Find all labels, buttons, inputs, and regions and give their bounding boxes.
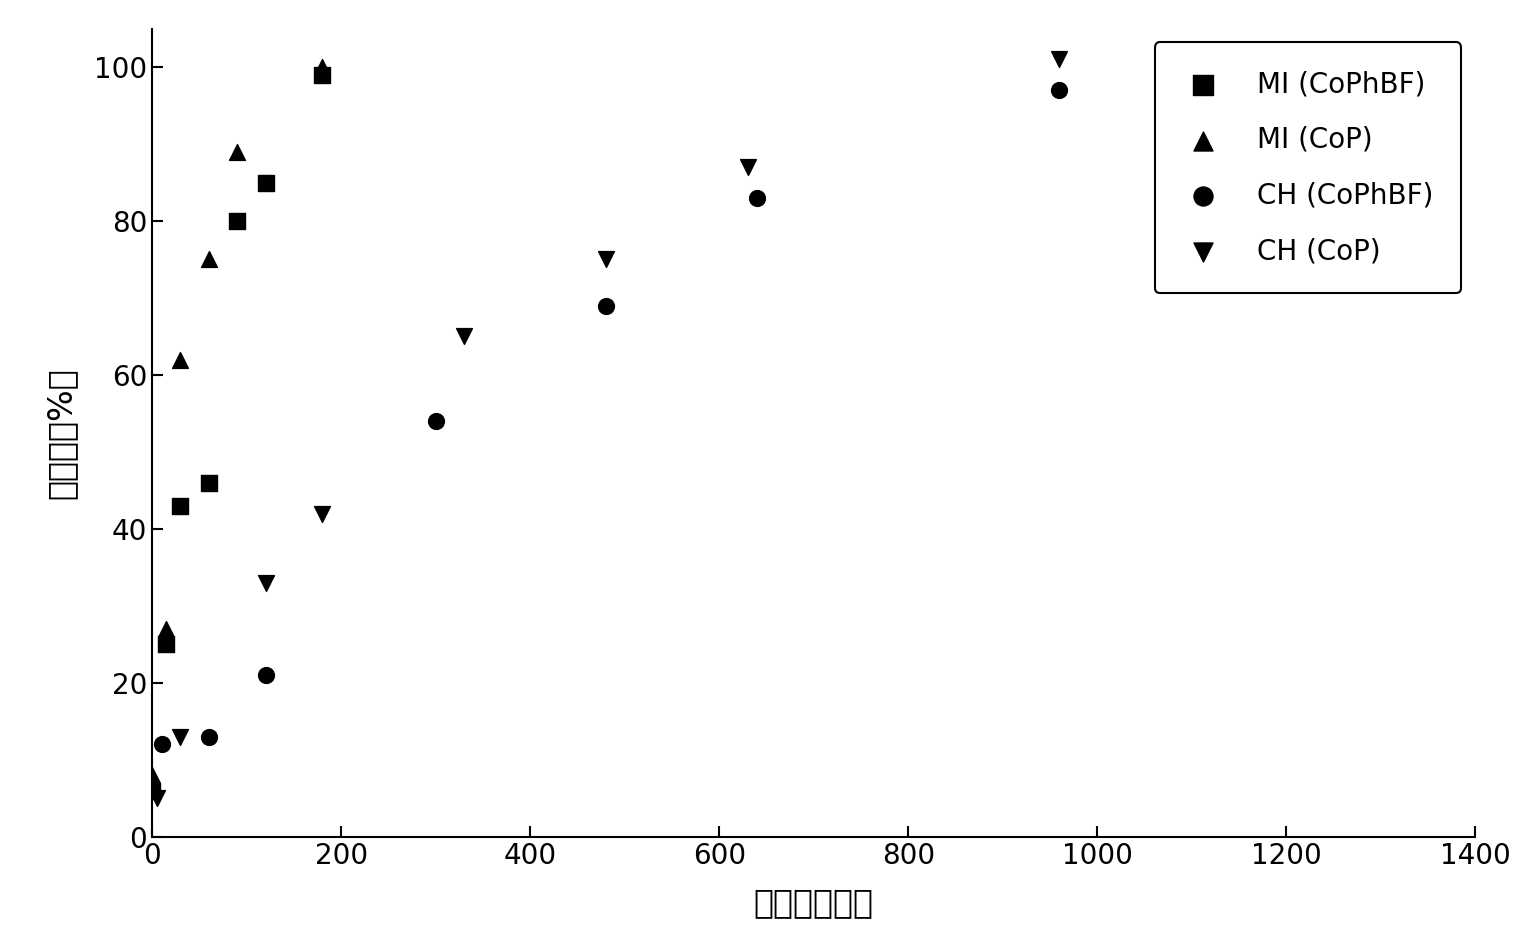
CH (CoPhBF)	[1048, 83, 1072, 98]
MI (CoP)	[169, 352, 193, 367]
MI (CoPhBF)	[225, 213, 249, 228]
CH (CoP)	[169, 729, 193, 745]
MI (CoP)	[225, 145, 249, 160]
CH (CoPhBF)	[423, 414, 447, 429]
MI (CoPhBF)	[254, 175, 278, 190]
CH (CoPhBF)	[593, 298, 618, 313]
CH (CoPhBF)	[745, 190, 770, 205]
MI (CoPhBF)	[310, 68, 335, 83]
CH (CoP)	[593, 252, 618, 267]
CH (CoPhBF)	[196, 729, 221, 745]
CH (CoP)	[254, 575, 278, 591]
MI (CoPhBF)	[169, 498, 193, 514]
CH (CoP)	[310, 506, 335, 521]
CH (CoP)	[452, 329, 476, 344]
MI (CoPhBF)	[154, 637, 178, 652]
MI (CoP)	[196, 252, 221, 267]
CH (CoPhBF)	[1275, 51, 1299, 67]
MI (CoPhBF)	[140, 783, 164, 798]
MI (CoP)	[140, 767, 164, 783]
Y-axis label: 转化率（%）: 转化率（%）	[44, 367, 78, 498]
CH (CoP)	[736, 160, 760, 175]
X-axis label: 时间（分钟）: 时间（分钟）	[754, 886, 873, 920]
CH (CoP)	[1048, 51, 1072, 67]
MI (CoP)	[310, 59, 335, 74]
CH (CoP)	[144, 791, 169, 806]
CH (CoPhBF)	[254, 668, 278, 683]
CH (CoPhBF)	[149, 737, 173, 752]
Legend: MI (CoPhBF), MI (CoP), CH (CoPhBF), CH (CoP): MI (CoPhBF), MI (CoP), CH (CoPhBF), CH (…	[1154, 43, 1462, 293]
MI (CoP)	[154, 621, 178, 636]
MI (CoPhBF)	[196, 476, 221, 491]
